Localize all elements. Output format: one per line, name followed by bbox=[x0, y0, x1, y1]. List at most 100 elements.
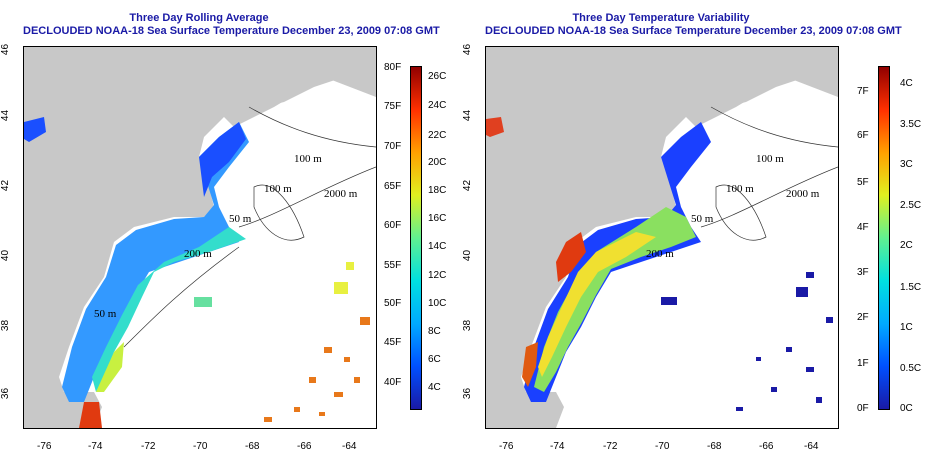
right-contour-label: 50 m bbox=[691, 213, 714, 225]
left-offshore-patches bbox=[264, 317, 370, 422]
right-offshore-patches bbox=[661, 272, 833, 411]
left-cbar-f-label: 80F bbox=[384, 62, 402, 73]
left-contour-label: 100 m bbox=[264, 183, 292, 195]
left-y-tick: 44 bbox=[0, 109, 12, 122]
left-map-graphic: 100 m 2000 m 100 m 50 m 200 m 50 m bbox=[24, 47, 376, 428]
left-water-cold bbox=[62, 122, 249, 402]
right-x-tick: -76 bbox=[499, 441, 514, 452]
left-offshore-yellow bbox=[334, 262, 354, 294]
right-subtitle-line: DECLOUDED NOAA-18 Sea Surface Temperatur… bbox=[485, 25, 902, 37]
right-title-line: Three Day Temperature Variability bbox=[572, 12, 750, 24]
right-contour-label: 100 m bbox=[726, 183, 754, 195]
left-x-tick: -68 bbox=[245, 441, 260, 452]
left-cbar-c-label: 26C bbox=[428, 71, 447, 82]
right-cbar-c-label: 1C bbox=[900, 322, 913, 333]
left-contour-label: 50 m bbox=[229, 213, 252, 225]
right-colorbar bbox=[878, 66, 890, 410]
left-cbar-c-label: 4C bbox=[428, 382, 441, 393]
right-cbar-f-label: 5F bbox=[857, 177, 869, 188]
right-cbar-c-label: 0C bbox=[900, 403, 913, 414]
left-cbar-c-label: 14C bbox=[428, 241, 447, 252]
left-cbar-c-label: 8C bbox=[428, 326, 441, 337]
left-cbar-f-label: 45F bbox=[384, 337, 402, 348]
right-land bbox=[486, 47, 838, 428]
right-x-tick: -70 bbox=[655, 441, 670, 452]
left-contour-label: 2000 m bbox=[324, 188, 358, 200]
right-water-red-south bbox=[522, 342, 538, 387]
right-contour-label: 2000 m bbox=[786, 188, 820, 200]
left-offshore-green bbox=[194, 297, 212, 307]
right-map-graphic: 100 m 2000 m 100 m 50 m 200 m bbox=[486, 47, 838, 428]
left-cbar-c-label: 12C bbox=[428, 270, 447, 281]
right-map: 100 m 2000 m 100 m 50 m 200 m bbox=[485, 46, 839, 429]
right-cbar-f-label: 6F bbox=[857, 130, 869, 141]
right-water-lab bbox=[486, 117, 504, 137]
right-x-tick: -66 bbox=[759, 441, 774, 452]
left-y-tick: 38 bbox=[0, 319, 12, 332]
left-cbar-f-label: 55F bbox=[384, 260, 402, 271]
right-contour-label: 200 m bbox=[646, 248, 674, 260]
right-title: Three Day Temperature Variability DECLOU… bbox=[485, 12, 902, 38]
right-cbar-f-label: 0F bbox=[857, 403, 869, 414]
right-cbar-f-label: 4F bbox=[857, 222, 869, 233]
right-cbar-c-label: 3C bbox=[900, 159, 913, 170]
right-y-tick: 38 bbox=[462, 319, 474, 332]
right-x-tick: -68 bbox=[707, 441, 722, 452]
right-y-tick: 36 bbox=[462, 387, 474, 400]
left-x-tick: -74 bbox=[88, 441, 103, 452]
right-water-yellow bbox=[538, 232, 656, 377]
right-x-tick: -64 bbox=[804, 441, 819, 452]
left-x-tick: -76 bbox=[37, 441, 52, 452]
left-contour-label: 200 m bbox=[184, 248, 212, 260]
left-water-yellow bbox=[96, 342, 124, 392]
right-water-red bbox=[556, 232, 586, 282]
left-y-tick: 40 bbox=[0, 249, 12, 262]
left-map: 100 m 2000 m 100 m 50 m 200 m 50 m bbox=[23, 46, 377, 429]
left-x-tick: -72 bbox=[141, 441, 156, 452]
left-water-cyan bbox=[92, 227, 246, 392]
left-cbar-c-label: 20C bbox=[428, 157, 447, 168]
right-x-tick: -72 bbox=[603, 441, 618, 452]
left-water-deep-blue bbox=[199, 122, 246, 197]
left-cbar-c-label: 16C bbox=[428, 213, 447, 224]
right-cbar-f-label: 3F bbox=[857, 267, 869, 278]
left-y-tick: 46 bbox=[0, 43, 12, 56]
left-subtitle-line: DECLOUDED NOAA-18 Sea Surface Temperatur… bbox=[23, 25, 440, 37]
left-cbar-f-label: 40F bbox=[384, 377, 402, 388]
right-cbar-c-label: 1.5C bbox=[900, 282, 922, 293]
right-y-tick: 44 bbox=[462, 109, 474, 122]
left-cbar-f-label: 65F bbox=[384, 181, 402, 192]
right-y-tick: 40 bbox=[462, 249, 474, 262]
left-cbar-c-label: 24C bbox=[428, 100, 447, 111]
left-cbar-c-label: 10C bbox=[428, 298, 447, 309]
left-y-tick: 36 bbox=[0, 387, 12, 400]
right-cbar-c-label: 2.5C bbox=[900, 200, 922, 211]
right-contour-label: 100 m bbox=[756, 153, 784, 165]
right-y-tick: 42 bbox=[462, 179, 474, 192]
left-water-lab bbox=[24, 117, 46, 142]
left-cbar-f-label: 50F bbox=[384, 298, 402, 309]
left-cbar-c-label: 22C bbox=[428, 130, 447, 141]
left-land-north bbox=[249, 57, 376, 107]
left-cbar-f-label: 75F bbox=[384, 101, 402, 112]
left-x-tick: -66 bbox=[297, 441, 312, 452]
left-land bbox=[24, 47, 376, 428]
right-cbar-f-label: 7F bbox=[857, 86, 869, 97]
right-contours bbox=[700, 106, 838, 241]
left-y-tick: 42 bbox=[0, 179, 12, 192]
right-land-north bbox=[711, 57, 838, 107]
right-x-tick: -74 bbox=[550, 441, 565, 452]
left-cbar-c-label: 6C bbox=[428, 354, 441, 365]
left-colorbar bbox=[410, 66, 422, 410]
left-contour-label: 100 m bbox=[294, 153, 322, 165]
right-cbar-c-label: 3.5C bbox=[900, 119, 922, 130]
left-title-line: Three Day Rolling Average bbox=[129, 12, 269, 24]
left-contours bbox=[123, 106, 376, 348]
right-cbar-c-label: 2C bbox=[900, 240, 913, 251]
left-x-tick: -70 bbox=[193, 441, 208, 452]
left-title: Three Day Rolling Average DECLOUDED NOAA… bbox=[23, 12, 440, 38]
right-cbar-f-label: 2F bbox=[857, 312, 869, 323]
left-x-tick: -64 bbox=[342, 441, 357, 452]
left-water-red bbox=[79, 402, 102, 428]
left-cbar-f-label: 70F bbox=[384, 141, 402, 152]
